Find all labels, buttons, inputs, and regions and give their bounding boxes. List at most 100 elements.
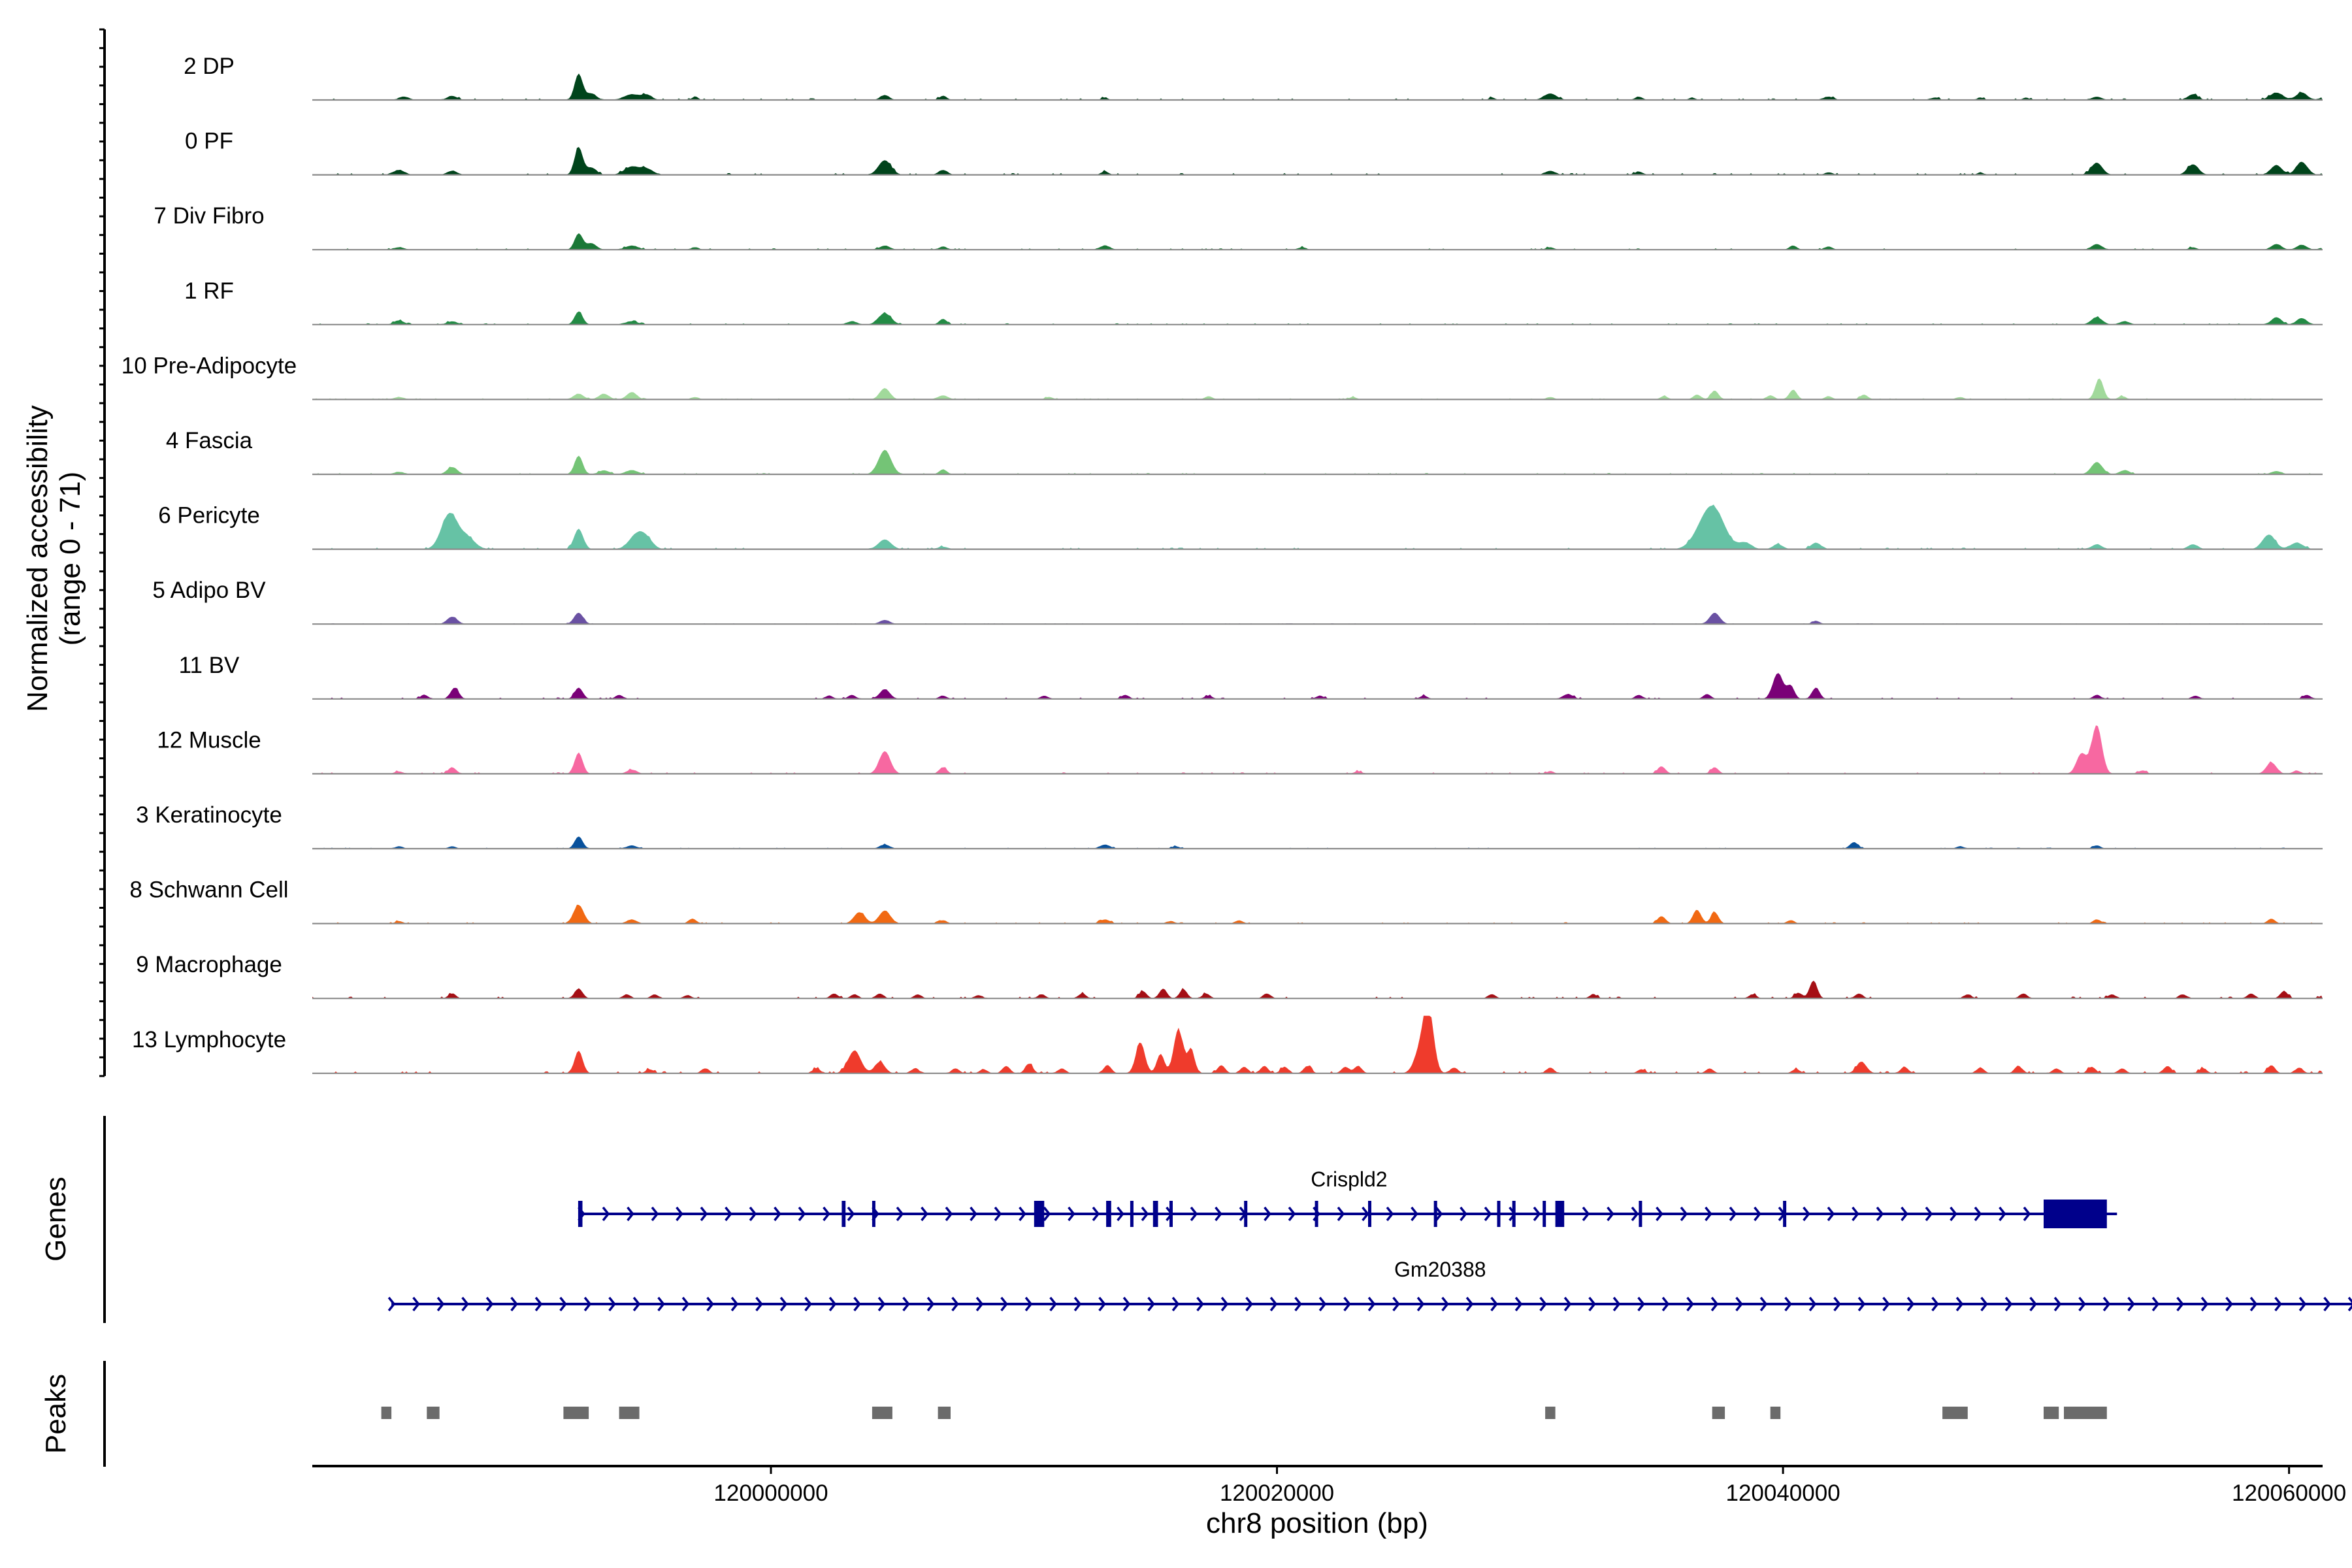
strand-arrow bbox=[1955, 1296, 1964, 1312]
track-label: 10 Pre-Adipocyte bbox=[122, 353, 297, 378]
strand-arrow bbox=[1049, 1296, 1057, 1312]
strand-arrow bbox=[1043, 1206, 1051, 1222]
strand-arrow bbox=[2023, 1206, 2031, 1222]
strand-arrow bbox=[1465, 1296, 1474, 1312]
strand-arrow bbox=[2053, 1296, 2062, 1312]
exon bbox=[1433, 1201, 1437, 1227]
track-signal bbox=[312, 904, 2323, 924]
strand-arrow bbox=[945, 1206, 953, 1222]
track-3: 1 RF bbox=[184, 278, 2323, 325]
track-7: 5 Adipo BV bbox=[152, 578, 2323, 625]
strand-arrow bbox=[755, 1296, 763, 1312]
peak-region bbox=[563, 1407, 589, 1419]
exon bbox=[1152, 1201, 1158, 1227]
peak-region bbox=[938, 1407, 951, 1419]
strand-arrow bbox=[2176, 1296, 2184, 1312]
gene-crispld2: Crispld2 bbox=[578, 1168, 2117, 1228]
strand-arrow bbox=[1999, 1206, 2006, 1222]
strand-arrow bbox=[2004, 1296, 2013, 1312]
strand-arrow bbox=[1294, 1296, 1302, 1312]
strand-arrow bbox=[853, 1296, 861, 1312]
strand-arrow bbox=[975, 1296, 984, 1312]
coverage-tracks: 2 DP 0 PF 7 Div Fibro 1 RF 10 Pre-Adipocyte 4… bbox=[122, 54, 2323, 1074]
strand-arrow bbox=[1710, 1296, 1719, 1312]
track-signal bbox=[312, 1015, 2323, 1073]
strand-arrow bbox=[1092, 1206, 1100, 1222]
strand-arrow bbox=[1980, 1296, 1988, 1312]
strand-arrow bbox=[926, 1296, 935, 1312]
track-signal bbox=[312, 233, 2323, 250]
strand-arrow bbox=[2298, 1296, 2307, 1312]
strand-arrow bbox=[1607, 1206, 1614, 1222]
strand-arrow bbox=[485, 1296, 494, 1312]
strand-arrow bbox=[632, 1296, 641, 1312]
strand-arrow bbox=[1631, 1206, 1639, 1222]
exon bbox=[1315, 1201, 1318, 1227]
gene-label: Gm20388 bbox=[1394, 1258, 1486, 1281]
strand-arrow bbox=[1068, 1206, 1075, 1222]
track-1: 0 PF bbox=[185, 129, 2323, 176]
track-13: 13 Lymphocyte bbox=[132, 1015, 2323, 1074]
track-label: 0 PF bbox=[185, 129, 233, 154]
strand-arrow bbox=[1343, 1296, 1351, 1312]
strand-arrow bbox=[1974, 1206, 1982, 1222]
strand-arrow bbox=[798, 1206, 806, 1222]
strand-arrow bbox=[559, 1296, 567, 1312]
exon bbox=[841, 1201, 846, 1227]
exon bbox=[1034, 1201, 1045, 1227]
track-12: 9 Macrophage bbox=[136, 952, 2323, 1000]
strand-arrow bbox=[1386, 1206, 1394, 1222]
strand-arrow bbox=[461, 1296, 469, 1312]
track-label: 6 Pericyte bbox=[158, 503, 260, 529]
exon bbox=[1106, 1201, 1111, 1227]
strand-arrow bbox=[1220, 1296, 1229, 1312]
peak-region bbox=[2064, 1407, 2107, 1419]
strand-arrow bbox=[828, 1296, 837, 1312]
strand-arrow bbox=[2102, 1296, 2111, 1312]
strand-arrow bbox=[608, 1296, 616, 1312]
strand-arrow bbox=[1705, 1206, 1712, 1222]
strand-arrow bbox=[1514, 1296, 1523, 1312]
strand-arrow bbox=[1539, 1296, 1547, 1312]
strand-arrow bbox=[1563, 1296, 1572, 1312]
peaks-panel: Peaks bbox=[40, 1361, 2107, 1467]
strand-arrow bbox=[1686, 1296, 1694, 1312]
track-label: 5 Adipo BV bbox=[152, 578, 266, 603]
strand-arrow bbox=[1735, 1296, 1743, 1312]
strand-arrow bbox=[2274, 1296, 2282, 1312]
exon bbox=[872, 1201, 875, 1227]
strand-arrow bbox=[583, 1296, 592, 1312]
strand-arrow bbox=[730, 1296, 739, 1312]
strand-arrow bbox=[1411, 1206, 1418, 1222]
strand-arrow bbox=[970, 1206, 977, 1222]
strand-arrow bbox=[1288, 1206, 1296, 1222]
strand-arrow bbox=[804, 1296, 812, 1312]
track-label: 11 BV bbox=[179, 653, 240, 678]
strand-arrow bbox=[700, 1206, 708, 1222]
strand-arrow bbox=[1215, 1206, 1222, 1222]
x-axis-title: chr8 position (bp) bbox=[1206, 1507, 1428, 1539]
strand-arrow bbox=[1582, 1206, 1590, 1222]
strand-arrow bbox=[510, 1296, 518, 1312]
strand-arrow bbox=[1931, 1296, 1939, 1312]
x-ticks: 120000000 120020000 120040000 120060000 bbox=[713, 1466, 2346, 1506]
track-label: 4 Fascia bbox=[166, 428, 253, 453]
strand-arrow bbox=[2225, 1296, 2233, 1312]
strand-arrow bbox=[657, 1296, 665, 1312]
strand-arrow bbox=[1656, 1206, 1663, 1222]
strand-arrow bbox=[1098, 1296, 1106, 1312]
exon bbox=[1555, 1201, 1565, 1227]
strand-arrow bbox=[1337, 1206, 1345, 1222]
strand-arrow bbox=[1416, 1296, 1425, 1312]
strand-arrow bbox=[1484, 1206, 1492, 1222]
exon bbox=[1512, 1201, 1516, 1227]
strand-arrow bbox=[1460, 1206, 1467, 1222]
strand-arrow bbox=[1441, 1296, 1449, 1312]
strand-arrow bbox=[1190, 1206, 1198, 1222]
x-tick-label: 120060000 bbox=[2232, 1480, 2346, 1506]
exon bbox=[1244, 1201, 1248, 1227]
strand-arrow bbox=[2127, 1296, 2135, 1312]
peaks-panel-label: Peaks bbox=[40, 1374, 72, 1454]
strand-arrow bbox=[1318, 1296, 1327, 1312]
strand-arrow bbox=[896, 1206, 904, 1222]
